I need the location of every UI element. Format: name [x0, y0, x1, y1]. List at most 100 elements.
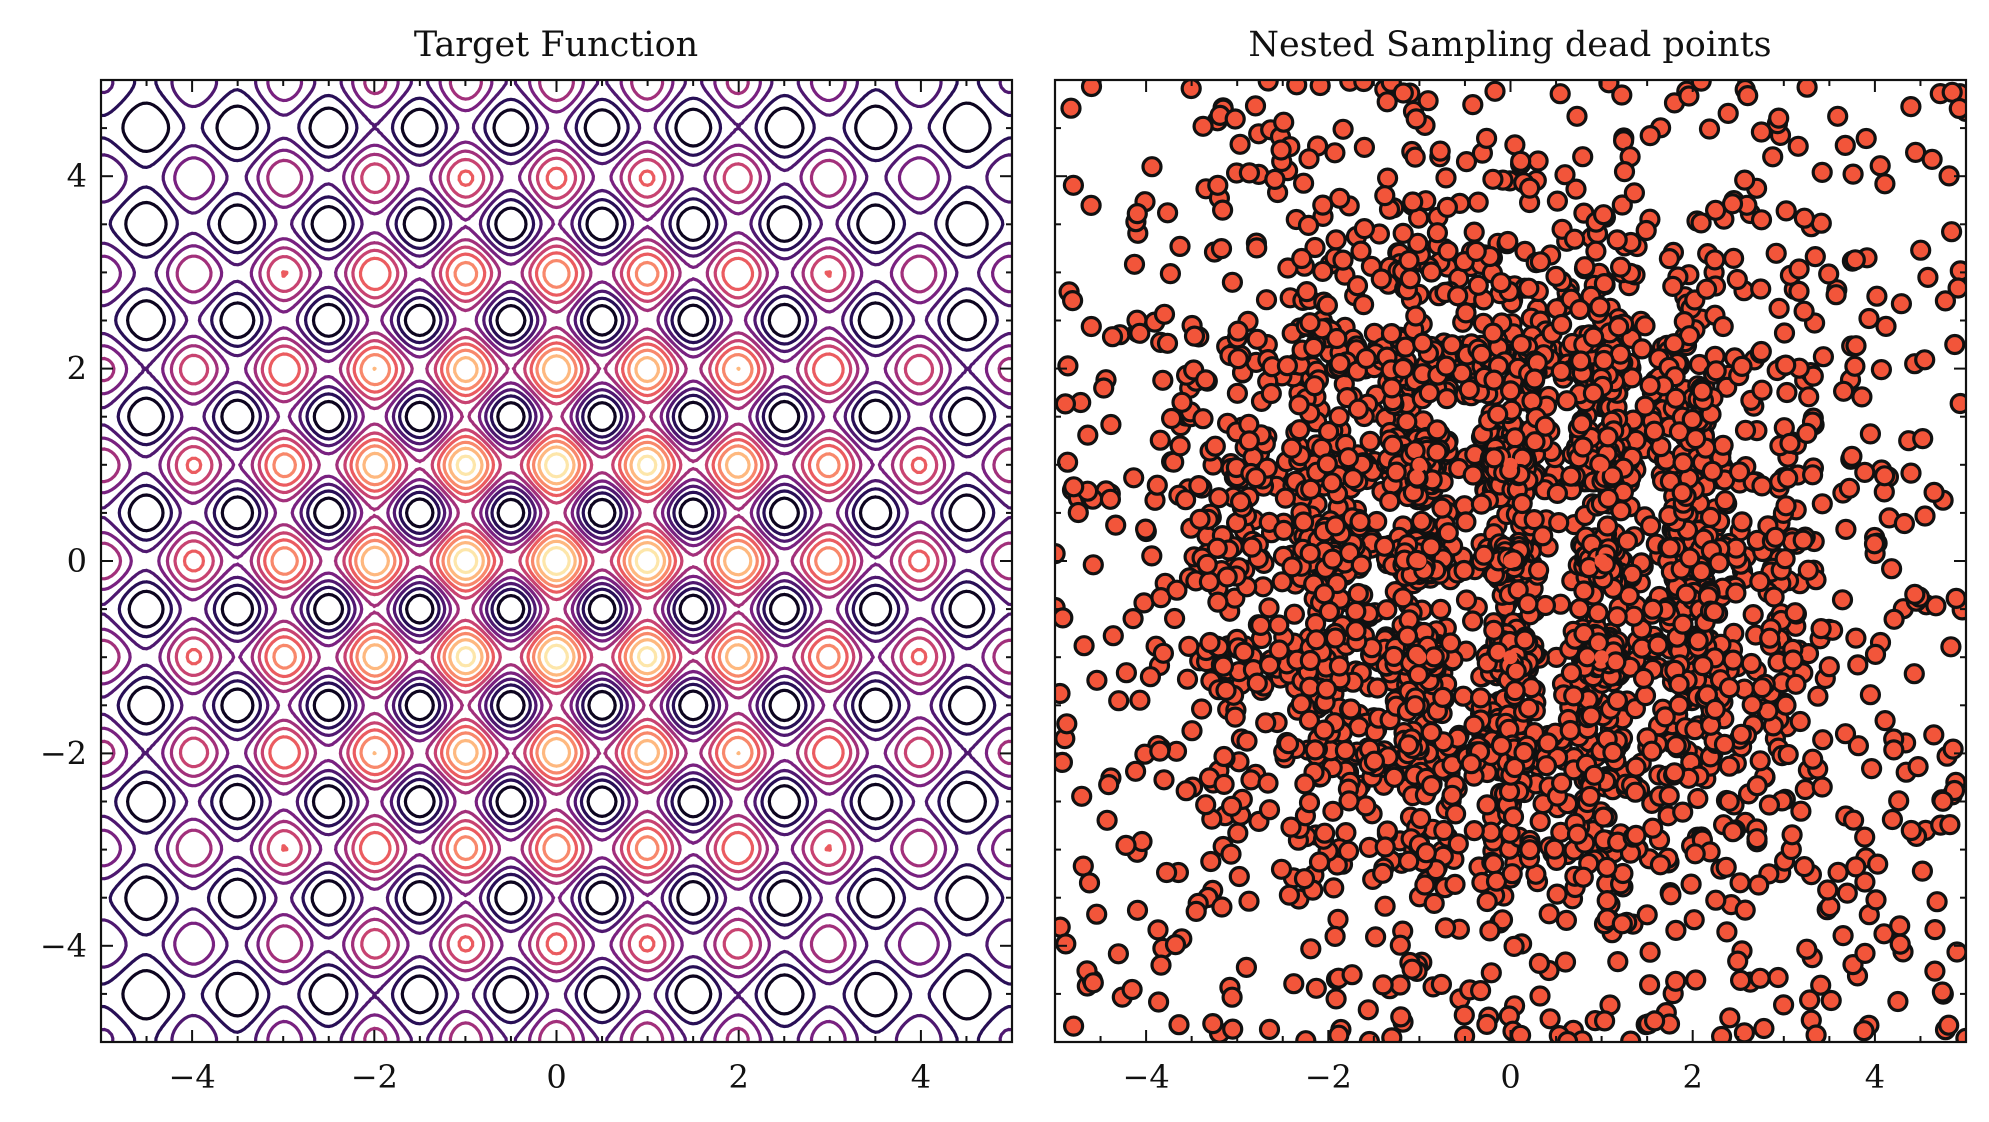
dead-point: [1461, 610, 1484, 632]
dead-point: [1057, 355, 1079, 377]
dead-point: [1639, 374, 1661, 397]
dead-point: [1255, 712, 1277, 734]
dead-point: [1376, 599, 1398, 621]
dead-point: [1227, 320, 1249, 342]
dead-point: [1692, 654, 1714, 677]
dead-point: [1811, 161, 1833, 183]
dead-point: [1346, 275, 1369, 297]
dead-point: [1923, 724, 1945, 746]
dead-point: [1659, 537, 1681, 559]
dead-point: [1742, 603, 1764, 626]
dead-point: [1374, 836, 1396, 858]
dead-point: [1695, 278, 1718, 300]
dead-point: [1874, 173, 1896, 195]
dead-point: [1338, 790, 1360, 812]
dead-point: [1108, 690, 1130, 712]
dead-point: [1257, 772, 1279, 794]
dead-point: [1190, 698, 1213, 720]
contour-level-10: [453, 452, 660, 670]
dead-point: [1779, 432, 1801, 454]
dead-point: [1527, 559, 1550, 581]
dead-point: [1606, 689, 1629, 712]
dead-point: [1305, 977, 1327, 999]
dead-point: [1086, 669, 1108, 691]
dead-point: [1753, 1017, 1775, 1040]
dead-point: [1589, 296, 1611, 318]
dead-point: [1503, 554, 1518, 568]
dead-point: [1407, 232, 1429, 254]
contour-chart-title: Target Function: [414, 25, 698, 65]
dead-point: [1726, 268, 1748, 291]
dead-point: [1805, 1024, 1827, 1042]
dead-point: [1560, 662, 1583, 684]
dead-point: [1122, 607, 1144, 630]
dead-point: [1181, 720, 1203, 742]
dead-point: [1312, 194, 1334, 216]
dead-point: [1298, 791, 1321, 814]
dead-point: [1056, 451, 1079, 473]
dead-point: [1527, 150, 1549, 172]
dead-point: [1431, 497, 1453, 519]
dead-point: [1482, 853, 1505, 875]
scatter-panel: Nested Sampling dead points −4 −2 0 2 4: [1053, 25, 1968, 1096]
dead-point: [1324, 925, 1346, 948]
dead-point: [1288, 419, 1311, 441]
dead-point: [1376, 91, 1398, 113]
dead-point: [1055, 607, 1074, 629]
dead-point: [1318, 600, 1341, 623]
dead-point: [1168, 1014, 1190, 1036]
dead-point: [1444, 873, 1466, 896]
dead-point: [1834, 134, 1856, 156]
dead-point: [1382, 434, 1404, 456]
dead-point: [1721, 193, 1744, 215]
dead-point: [1123, 253, 1146, 275]
dead-point: [1518, 277, 1540, 299]
dead-point: [1751, 475, 1773, 497]
dead-point: [1607, 316, 1630, 338]
dead-point: [1453, 559, 1475, 582]
dead-point: [1246, 328, 1268, 350]
dead-point: [1304, 236, 1326, 259]
dead-point: [1690, 560, 1713, 583]
dead-point: [1241, 536, 1263, 558]
dead-point: [1741, 694, 1763, 716]
dead-point: [1763, 586, 1785, 608]
dead-point: [1246, 672, 1268, 694]
dead-point: [1881, 808, 1904, 831]
dead-point: [1504, 427, 1526, 449]
dead-point: [1932, 790, 1954, 812]
dead-point: [1417, 90, 1439, 112]
dead-point: [1863, 533, 1886, 555]
dead-point: [1199, 631, 1221, 654]
dead-point: [1463, 819, 1485, 842]
dead-point: [1705, 360, 1727, 382]
dead-point: [1392, 222, 1414, 244]
dead-point: [1838, 477, 1861, 499]
dead-point: [1634, 315, 1656, 337]
dead-point: [1750, 340, 1772, 363]
dead-point: [1195, 794, 1217, 816]
dead-point: [1831, 589, 1854, 611]
dead-point: [1398, 249, 1420, 272]
dead-point: [1883, 608, 1905, 630]
dead-point: [1308, 851, 1331, 873]
dead-point: [1734, 169, 1756, 191]
dead-point: [1291, 247, 1313, 270]
dead-point: [1704, 698, 1726, 721]
dead-point: [1529, 251, 1552, 273]
dead-point: [1788, 258, 1810, 280]
dead-point: [1911, 860, 1934, 882]
dead-point: [1945, 587, 1966, 609]
dead-point: [1476, 890, 1498, 913]
dead-point: [1337, 447, 1360, 469]
dead-point: [1874, 709, 1896, 732]
dead-point: [1159, 263, 1182, 285]
dead-point: [1226, 382, 1249, 404]
dead-point: [1790, 800, 1812, 822]
dead-point: [1258, 597, 1280, 619]
dead-point: [1303, 375, 1326, 397]
dead-point: [1602, 741, 1624, 764]
dead-point: [1925, 595, 1947, 617]
dead-point: [1844, 249, 1866, 271]
dead-point: [1535, 755, 1558, 777]
